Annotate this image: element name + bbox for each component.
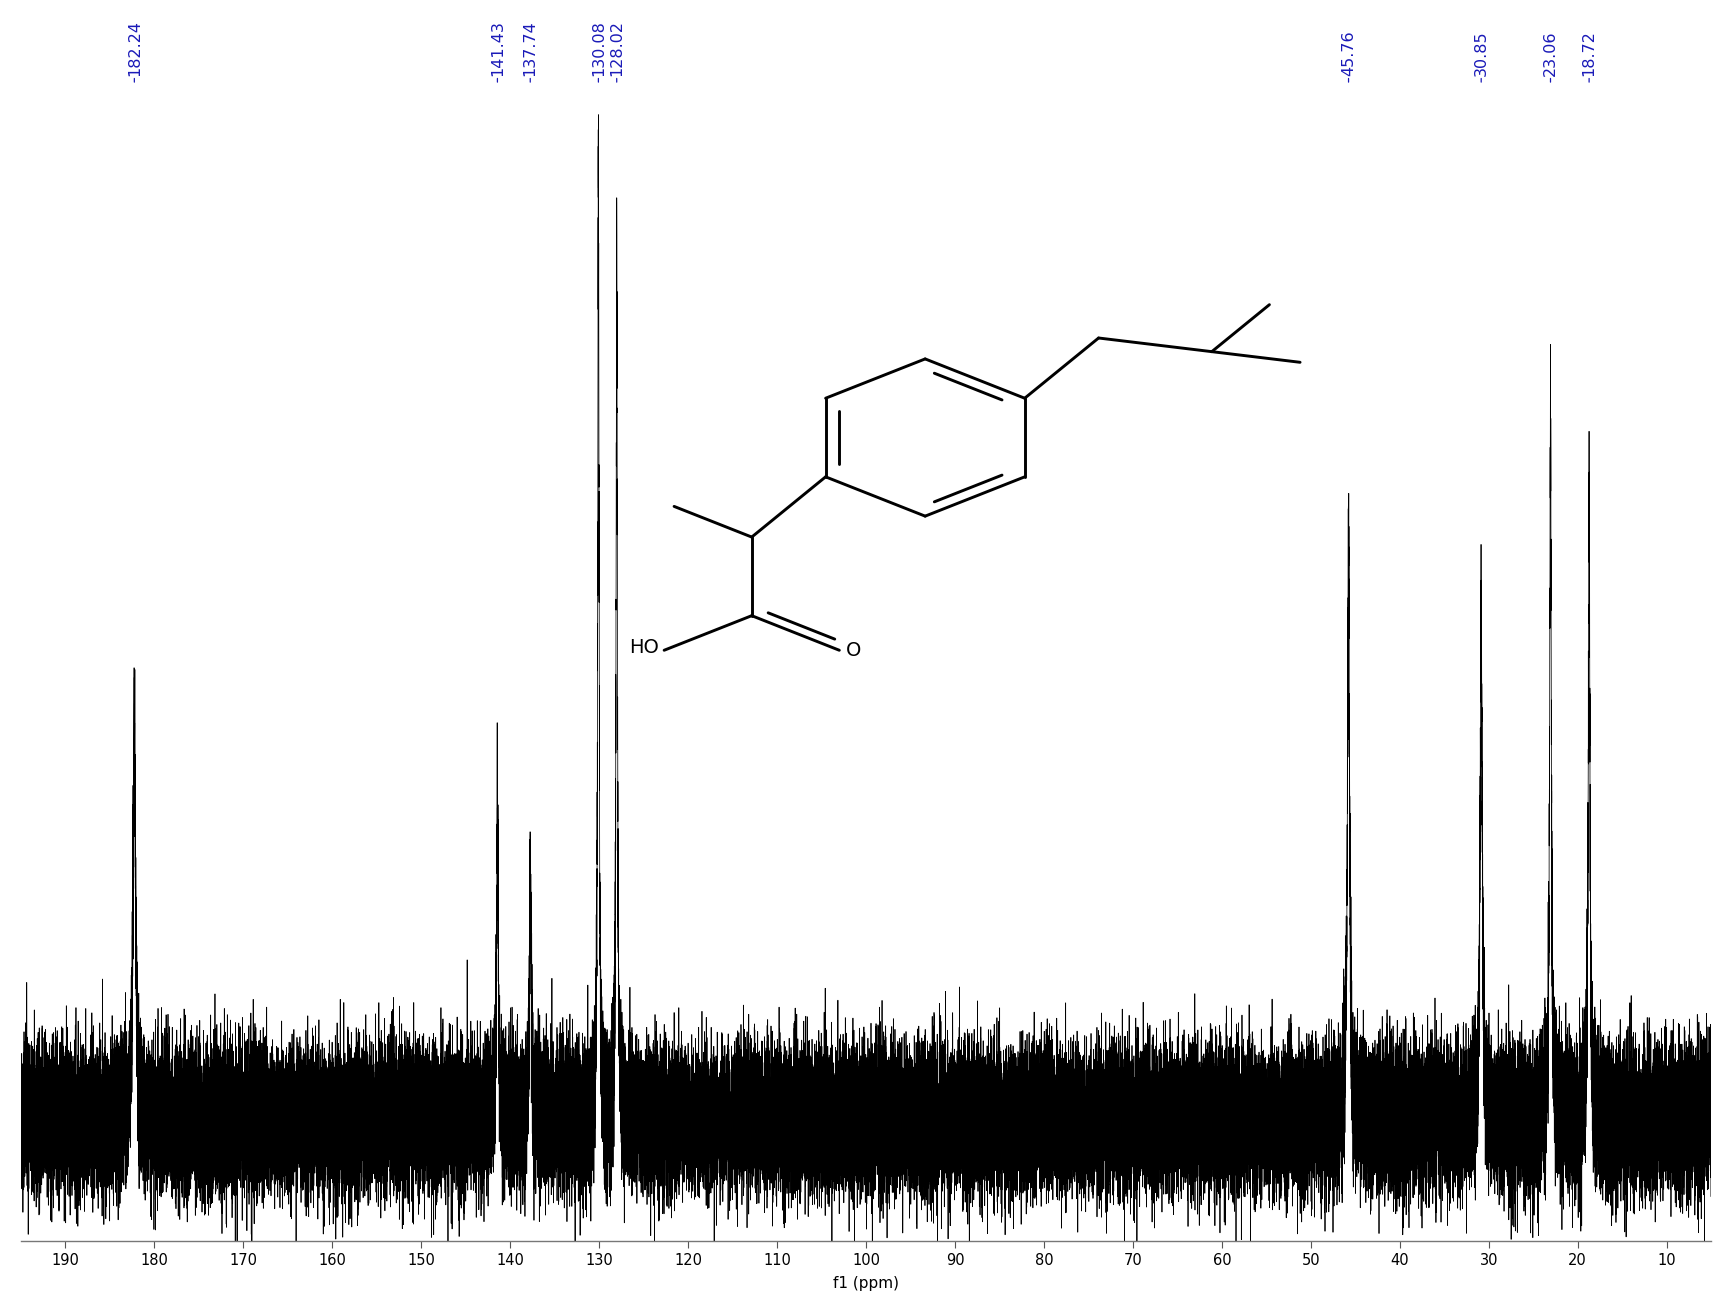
Text: O: O xyxy=(847,640,861,660)
Text: 182.24: 182.24 xyxy=(126,20,142,76)
Text: 23.06: 23.06 xyxy=(1543,30,1559,76)
Text: 30.85: 30.85 xyxy=(1474,30,1490,76)
X-axis label: f1 (ppm): f1 (ppm) xyxy=(833,1277,899,1291)
Text: 45.76: 45.76 xyxy=(1341,30,1356,76)
Text: 128.02: 128.02 xyxy=(610,20,624,76)
Text: 130.08: 130.08 xyxy=(591,20,606,76)
Text: 141.43: 141.43 xyxy=(490,20,506,76)
Text: 137.74: 137.74 xyxy=(523,20,537,76)
Text: 18.72: 18.72 xyxy=(1581,30,1597,76)
Text: HO: HO xyxy=(629,639,660,657)
